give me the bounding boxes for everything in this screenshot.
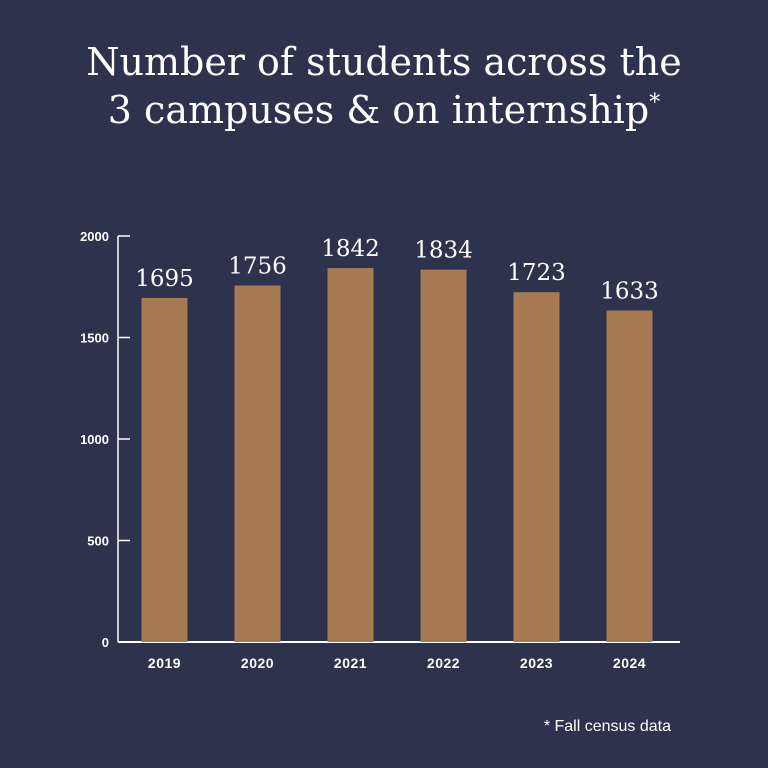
title-asterisk: *: [649, 90, 661, 116]
bar-2023: [513, 292, 560, 642]
bar-2024: [606, 310, 653, 642]
bar-2021: [327, 268, 374, 642]
data-label-2020: 1756: [228, 254, 287, 280]
chart-title-line-2-text: 3 campuses & on internship: [107, 88, 650, 132]
bar-2020: [234, 285, 281, 642]
y-axis: [117, 235, 130, 643]
chart-title-line-2: 3 campuses & on internship*: [0, 86, 768, 134]
bar-2022: [420, 269, 467, 642]
x-tick-label-2023: 2023: [520, 655, 553, 671]
y-tick-label: 1000: [80, 432, 109, 447]
y-tick-label: 500: [87, 534, 109, 549]
x-tick-label-2024: 2024: [613, 655, 646, 671]
data-label-2024: 1633: [600, 279, 659, 305]
x-tick-label-2022: 2022: [427, 655, 460, 671]
data-label-2021: 1842: [321, 236, 380, 262]
data-label-2022: 1834: [414, 238, 473, 264]
y-tick-label: 1500: [80, 331, 109, 346]
chart-title-line-1: Number of students across the: [86, 40, 682, 84]
data-label-2023: 1723: [507, 260, 566, 286]
data-label-2019: 1695: [135, 266, 194, 292]
data-labels: 1695 1756 1842 1834 1723 1633: [135, 236, 659, 304]
y-tick-label: 2000: [80, 229, 109, 244]
x-tick-labels: 2019 2020 2021 2022 2023 2024: [148, 655, 646, 671]
x-tick-label-2020: 2020: [241, 655, 274, 671]
chart-title: Number of students across the 3 campuses…: [0, 38, 768, 134]
bar-2019: [141, 297, 188, 642]
footnote: * Fall census data: [543, 718, 671, 735]
y-tick-labels: 0 500 1000 1500 2000: [80, 229, 109, 650]
bars: [141, 268, 653, 642]
x-tick-label-2019: 2019: [148, 655, 181, 671]
x-tick-label-2021: 2021: [334, 655, 367, 671]
y-tick-label: 0: [102, 635, 109, 650]
